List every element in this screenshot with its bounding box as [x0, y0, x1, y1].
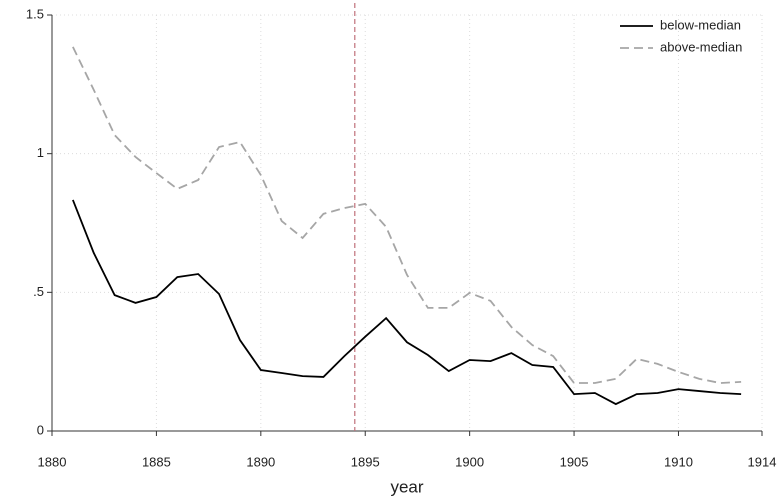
y-tick-label: 0	[37, 422, 44, 437]
x-tick-label: 1890	[246, 454, 275, 469]
x-tick-label: 1880	[38, 454, 67, 469]
y-tick-label: 1.5	[26, 6, 44, 21]
y-tick-label: .5	[33, 284, 44, 299]
x-axis-label: year	[390, 477, 423, 496]
x-tick-label: 1914	[748, 454, 777, 469]
y-tick-label: 1	[37, 145, 44, 160]
line-series	[72, 46, 742, 384]
line-series	[72, 199, 742, 406]
x-tick-label: 1895	[351, 454, 380, 469]
x-tick-label: 1910	[664, 454, 693, 469]
x-tick-label: 1900	[455, 454, 484, 469]
x-tick-label: 1885	[142, 454, 171, 469]
legend-label: above-median	[660, 39, 742, 54]
legend-label: below-median	[660, 17, 741, 32]
x-tick-label: 1905	[560, 454, 589, 469]
